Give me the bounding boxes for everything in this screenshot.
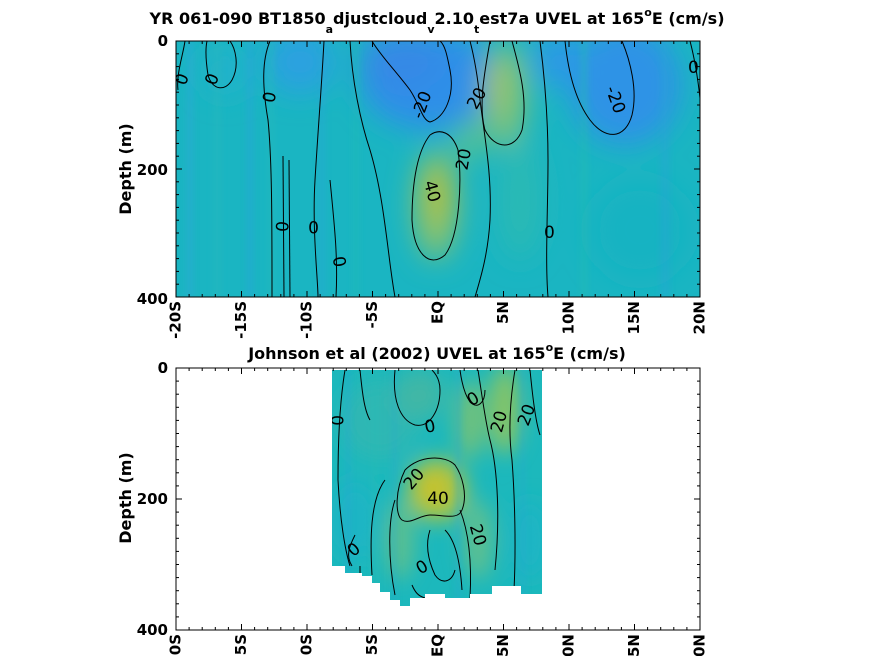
bottom-x-tick-label: 20N — [691, 634, 709, 656]
top-x-tick-label: -5S — [363, 301, 381, 328]
bottom-y-tick-0: 0 — [158, 359, 168, 377]
top-panel: YR 061-090 BT1850adjustcloudv2.10test7a … — [116, 6, 725, 339]
top-contours — [177, 41, 700, 297]
top-x-tick-label: 10N — [560, 301, 578, 334]
bottom-x-tick-label: -15S — [232, 634, 250, 656]
top-x-tick-label: -20S — [167, 301, 185, 339]
bottom-x-tick-labels: -20S -15S -10S -5S EQ 5N 10N 15N 20N — [167, 634, 709, 656]
top-y-tick-200: 200 — [137, 161, 168, 179]
top-y-tick-400: 400 — [137, 290, 168, 308]
bottom-contours — [337, 370, 541, 599]
bottom-x-tick-label: 5N — [494, 634, 512, 656]
top-x-tick-label: -15S — [232, 301, 250, 339]
bottom-x-tick-label: -20S — [167, 634, 185, 656]
bottom-panel: Johnson et al (2002) UVEL at 165oE (cm/s… — [116, 341, 709, 656]
top-contour-label: 0 — [544, 223, 555, 243]
top-y-tick-0: 0 — [158, 32, 168, 50]
top-contour-label: 0 — [688, 58, 699, 78]
bottom-contour-label-text: 40 — [427, 489, 449, 509]
bottom-y-tick-200: 200 — [137, 490, 168, 508]
bottom-x-tick-label: 15N — [625, 634, 643, 656]
top-contour-label: 0 — [260, 90, 282, 104]
bottom-contour-label: 0 — [328, 415, 348, 426]
bottom-contour-label: 0 — [423, 416, 437, 438]
top-x-tick-label: 20N — [691, 301, 709, 334]
top-chart-title: YR 061-090 BT1850adjustcloudv2.10test7a … — [148, 6, 724, 36]
top-contour-label-text: 0 — [273, 220, 294, 233]
top-x-tick-label: -10S — [298, 301, 316, 339]
top-y-axis-label: Depth (m) — [116, 123, 135, 215]
top-contour-label-text: 0 — [328, 255, 350, 269]
top-contour-label-text: 20 — [452, 147, 475, 172]
top-x-tick-label: 15N — [625, 301, 643, 334]
top-contour-label: 0 — [273, 220, 294, 233]
top-contour-label-text: 0 — [544, 223, 555, 243]
bottom-contour-label-text: 0 — [328, 415, 348, 426]
bottom-x-tick-label: EQ — [429, 634, 447, 656]
top-tick-marks — [175, 40, 701, 298]
bottom-x-tick-label: -10S — [298, 634, 316, 656]
top-x-tick-label: EQ — [429, 301, 447, 324]
top-contour-label-text: 0 — [308, 219, 319, 239]
bottom-x-tick-label: -5S — [363, 634, 381, 656]
bottom-chart-title: Johnson et al (2002) UVEL at 165oE (cm/s… — [247, 341, 626, 363]
bottom-x-tick-label: 10N — [560, 634, 578, 656]
top-x-tick-labels: -20S -15S -10S -5S EQ 5N 10N 15N 20N — [167, 301, 709, 339]
bottom-contour-label-text: 0 — [423, 416, 437, 438]
top-contour-label: 20 — [452, 147, 475, 172]
top-contour-label-text: 0 — [260, 90, 282, 104]
bottom-tick-marks — [175, 367, 701, 631]
bottom-contour-label: 40 — [427, 489, 449, 509]
top-contour-label: 0 — [308, 219, 319, 239]
top-x-tick-label: 5N — [494, 301, 512, 324]
bottom-y-axis-label: Depth (m) — [116, 452, 135, 544]
top-contour-label-text: 0 — [688, 58, 699, 78]
top-contour-label: 0 — [328, 255, 350, 269]
bottom-y-tick-400: 400 — [137, 621, 168, 639]
